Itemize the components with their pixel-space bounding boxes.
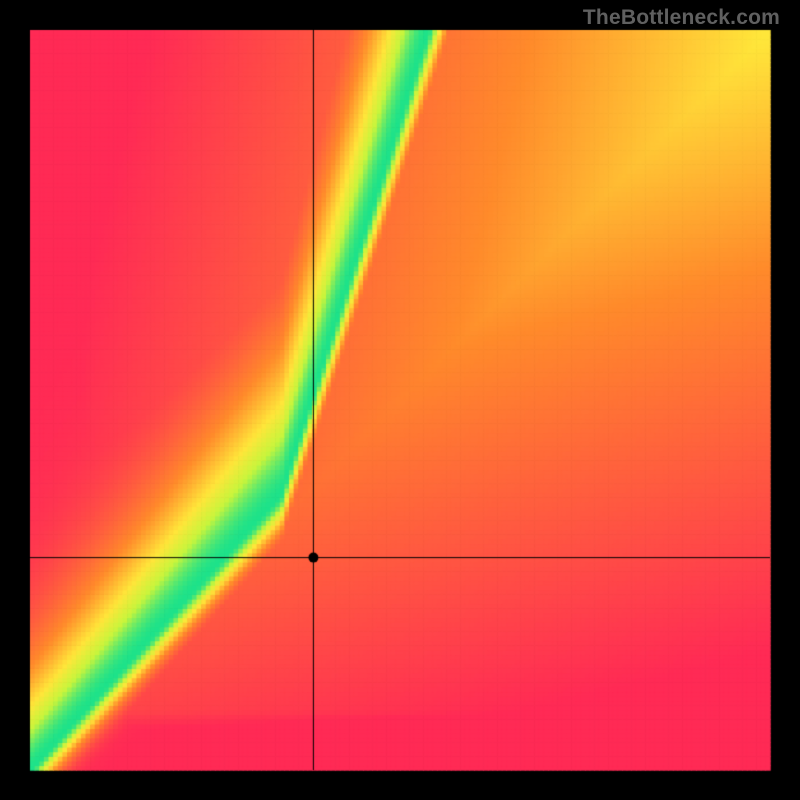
bottleneck-heatmap bbox=[0, 0, 800, 800]
watermark-text: TheBottleneck.com bbox=[583, 6, 780, 30]
